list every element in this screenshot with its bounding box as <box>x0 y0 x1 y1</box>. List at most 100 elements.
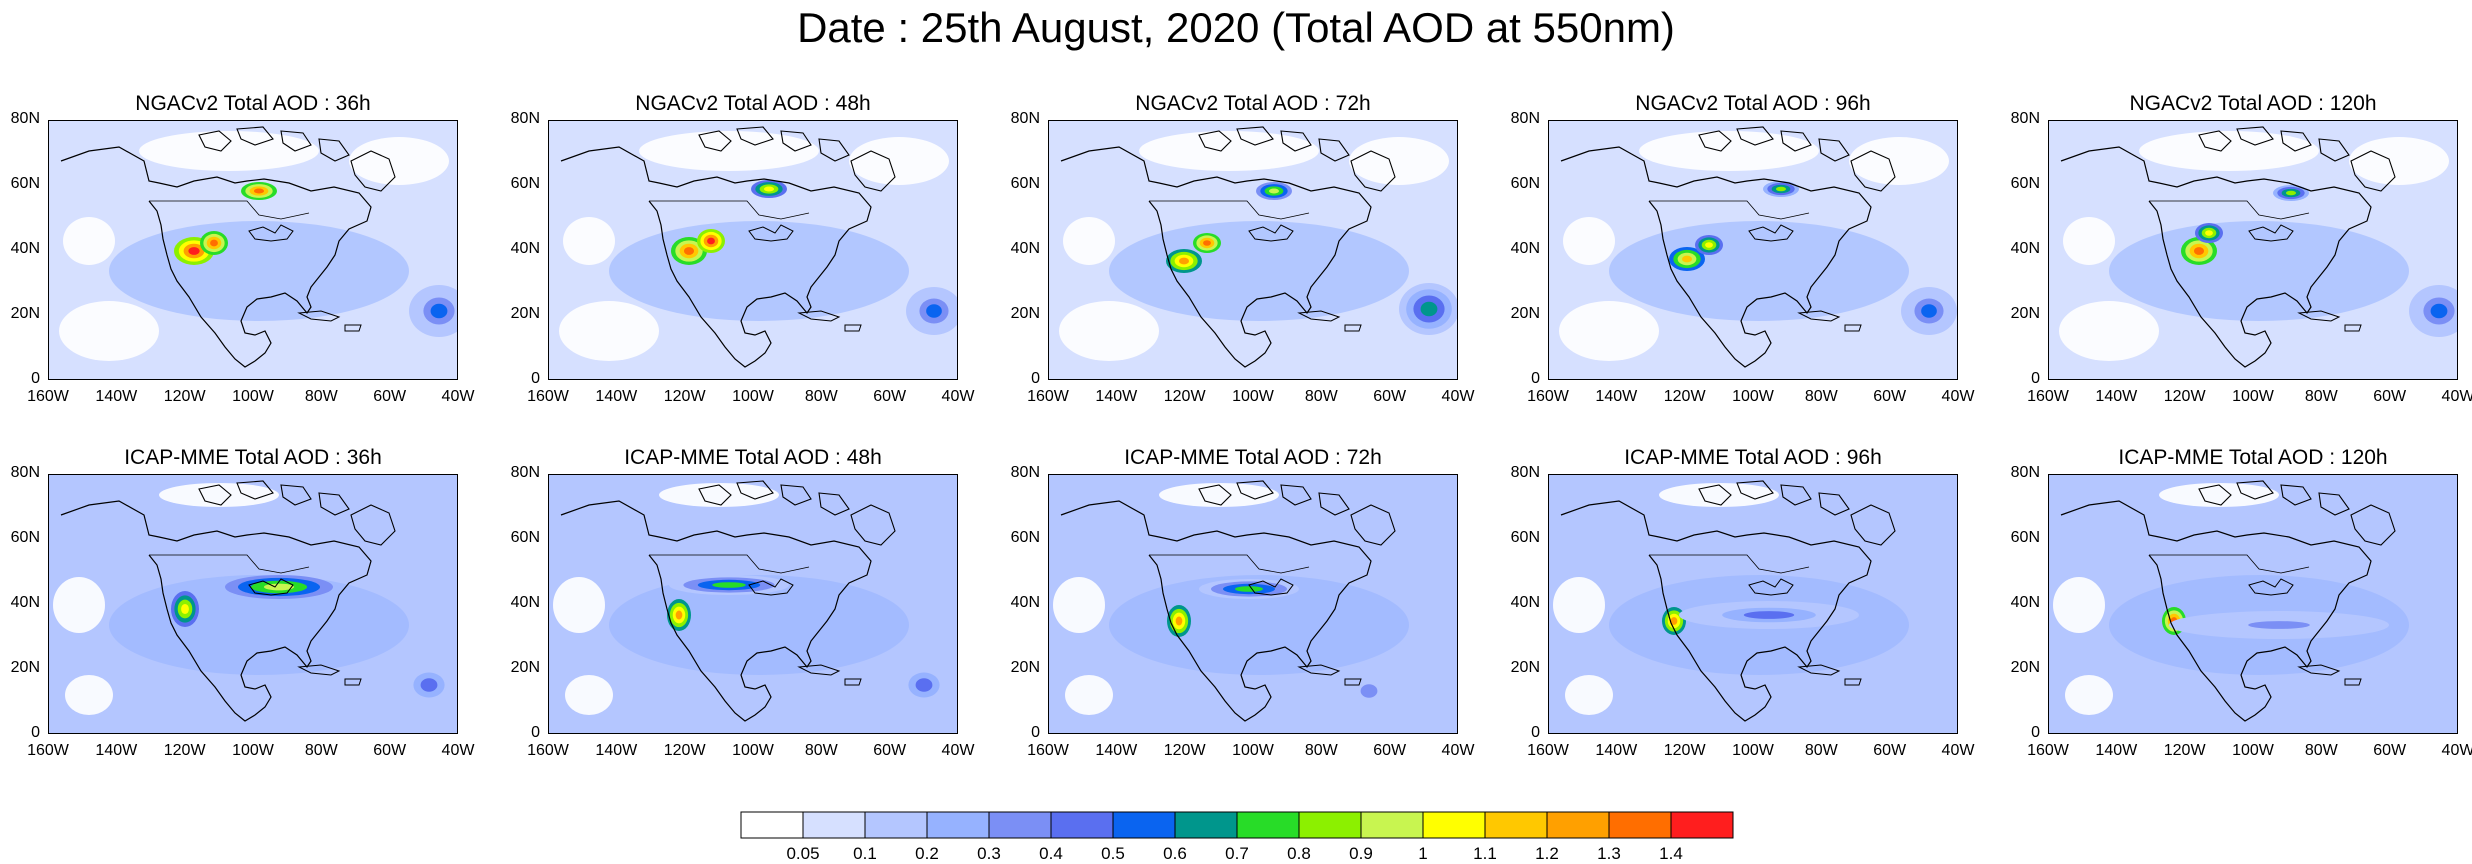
lon-tick-label: 160W <box>1527 388 1569 405</box>
lon-tick-label: 80W <box>2304 388 2338 405</box>
colorbar-swatch <box>1174 811 1238 839</box>
lon-tick-label: 140W <box>1095 388 1138 405</box>
colorbar-label: 1.2 <box>1535 844 1559 863</box>
aod-field-ngacv2-120h <box>2049 121 2457 379</box>
lat-tick-label: 80N <box>10 110 40 127</box>
colorbar-swatch <box>988 811 1052 839</box>
lon-tick-label: 120W <box>2163 742 2206 759</box>
lat-tick-label: 60N <box>1010 529 1040 546</box>
panel-title-ngacv2-36h: NGACv2 Total AOD : 36h <box>135 92 371 115</box>
lon-tick-label: 120W <box>2163 388 2206 405</box>
lon-tick-label: 120W <box>1663 742 1706 759</box>
map-panel-icap-mme-96h <box>1548 474 1958 734</box>
lon-tick-label: 140W <box>1595 388 1638 405</box>
panel-title-ngacv2-48h: NGACv2 Total AOD : 48h <box>635 92 871 115</box>
colorbar-label: 1.1 <box>1473 844 1497 863</box>
lon-tick-label: 120W <box>1163 742 1206 759</box>
colorbar-swatch <box>740 811 804 839</box>
lon-tick-label: 80W <box>304 742 338 759</box>
lon-tick-label: 80W <box>804 388 838 405</box>
lon-tick-label: 100W <box>232 388 274 405</box>
lon-tick-label: 120W <box>663 388 706 405</box>
lon-tick-label: 100W <box>232 742 274 759</box>
lon-tick-label: 40W <box>1441 388 1475 405</box>
aod-field-ngacv2-36h <box>49 121 457 379</box>
lat-tick-label: 20N <box>510 305 540 322</box>
map-panel-ngacv2-120h <box>2048 120 2458 380</box>
lon-tick-label: 80W <box>1804 388 1838 405</box>
aod-field-ngacv2-48h <box>549 121 957 379</box>
lon-tick-label: 40W <box>941 388 975 405</box>
lon-tick-label: 40W <box>2441 388 2472 405</box>
lat-tick-label: 20N <box>510 659 540 676</box>
lon-tick-label: 120W <box>163 388 206 405</box>
lat-tick-label: 60N <box>510 175 540 192</box>
lon-tick-label: 80W <box>1304 742 1338 759</box>
panel-title-ngacv2-96h: NGACv2 Total AOD : 96h <box>1635 92 1871 115</box>
lon-tick-label: 160W <box>2027 742 2069 759</box>
colorbar-swatch <box>1546 811 1610 839</box>
lon-tick-label: 100W <box>1232 742 1274 759</box>
map-panel-icap-mme-48h <box>548 474 958 734</box>
lon-tick-label: 60W <box>873 742 907 759</box>
lon-tick-label: 40W <box>1941 742 1975 759</box>
lat-tick-label: 20N <box>2010 659 2040 676</box>
colorbar-swatch <box>926 811 990 839</box>
lon-tick-label: 140W <box>2095 742 2138 759</box>
lat-tick-label: 20N <box>1010 659 1040 676</box>
lat-tick-label: 60N <box>2010 529 2040 546</box>
lat-tick-label: 40N <box>10 594 40 611</box>
lon-tick-label: 80W <box>1804 742 1838 759</box>
lon-tick-label: 60W <box>1873 742 1907 759</box>
colorbar-swatch <box>1236 811 1300 839</box>
colorbar-label: 0.8 <box>1287 844 1311 863</box>
lon-tick-label: 60W <box>1373 388 1407 405</box>
aod-field-icap-mme-72h <box>1049 475 1457 733</box>
lon-tick-label: 80W <box>1304 388 1338 405</box>
lat-tick-label: 40N <box>2010 240 2040 257</box>
colorbar-label: 0.2 <box>915 844 939 863</box>
lon-tick-label: 60W <box>373 388 407 405</box>
colorbar-swatch <box>1484 811 1548 839</box>
lon-tick-label: 140W <box>595 388 638 405</box>
map-panel-ngacv2-48h <box>548 120 958 380</box>
map-panel-ngacv2-36h <box>48 120 458 380</box>
lon-tick-label: 100W <box>1732 742 1774 759</box>
panel-title-icap-mme-96h: ICAP-MME Total AOD : 96h <box>1624 446 1882 469</box>
lon-tick-label: 60W <box>373 742 407 759</box>
lat-tick-label: 0 <box>31 724 40 741</box>
colorbar-swatch <box>1112 811 1176 839</box>
lat-tick-label: 60N <box>10 529 40 546</box>
lon-tick-label: 120W <box>163 742 206 759</box>
lat-tick-label: 20N <box>1010 305 1040 322</box>
lon-tick-label: 100W <box>732 388 774 405</box>
map-panel-ngacv2-96h <box>1548 120 1958 380</box>
lon-tick-label: 40W <box>2441 742 2472 759</box>
lat-tick-label: 0 <box>531 724 540 741</box>
lon-tick-label: 60W <box>2373 388 2407 405</box>
map-panel-icap-mme-36h <box>48 474 458 734</box>
lon-tick-label: 60W <box>2373 742 2407 759</box>
lon-tick-label: 100W <box>732 742 774 759</box>
colorbar-label: 1.4 <box>1659 844 1683 863</box>
lat-tick-label: 40N <box>510 240 540 257</box>
lat-tick-label: 80N <box>1510 110 1540 127</box>
lat-tick-label: 80N <box>510 110 540 127</box>
lon-tick-label: 160W <box>1527 742 1569 759</box>
lat-tick-label: 0 <box>2031 370 2040 387</box>
lat-tick-label: 0 <box>531 370 540 387</box>
lon-tick-label: 80W <box>304 388 338 405</box>
lat-tick-label: 40N <box>2010 594 2040 611</box>
colorbar-label: 0.5 <box>1101 844 1125 863</box>
lon-tick-label: 120W <box>1663 388 1706 405</box>
lon-tick-label: 80W <box>804 742 838 759</box>
panel-title-icap-mme-120h: ICAP-MME Total AOD : 120h <box>2118 446 2388 469</box>
colorbar-label: 0.3 <box>977 844 1001 863</box>
lat-tick-label: 20N <box>10 305 40 322</box>
colorbar-label: 0.4 <box>1039 844 1063 863</box>
lat-tick-label: 40N <box>10 240 40 257</box>
panel-title-icap-mme-48h: ICAP-MME Total AOD : 48h <box>624 446 882 469</box>
lat-tick-label: 80N <box>2010 464 2040 481</box>
lon-tick-label: 80W <box>2304 742 2338 759</box>
lat-tick-label: 40N <box>1510 240 1540 257</box>
